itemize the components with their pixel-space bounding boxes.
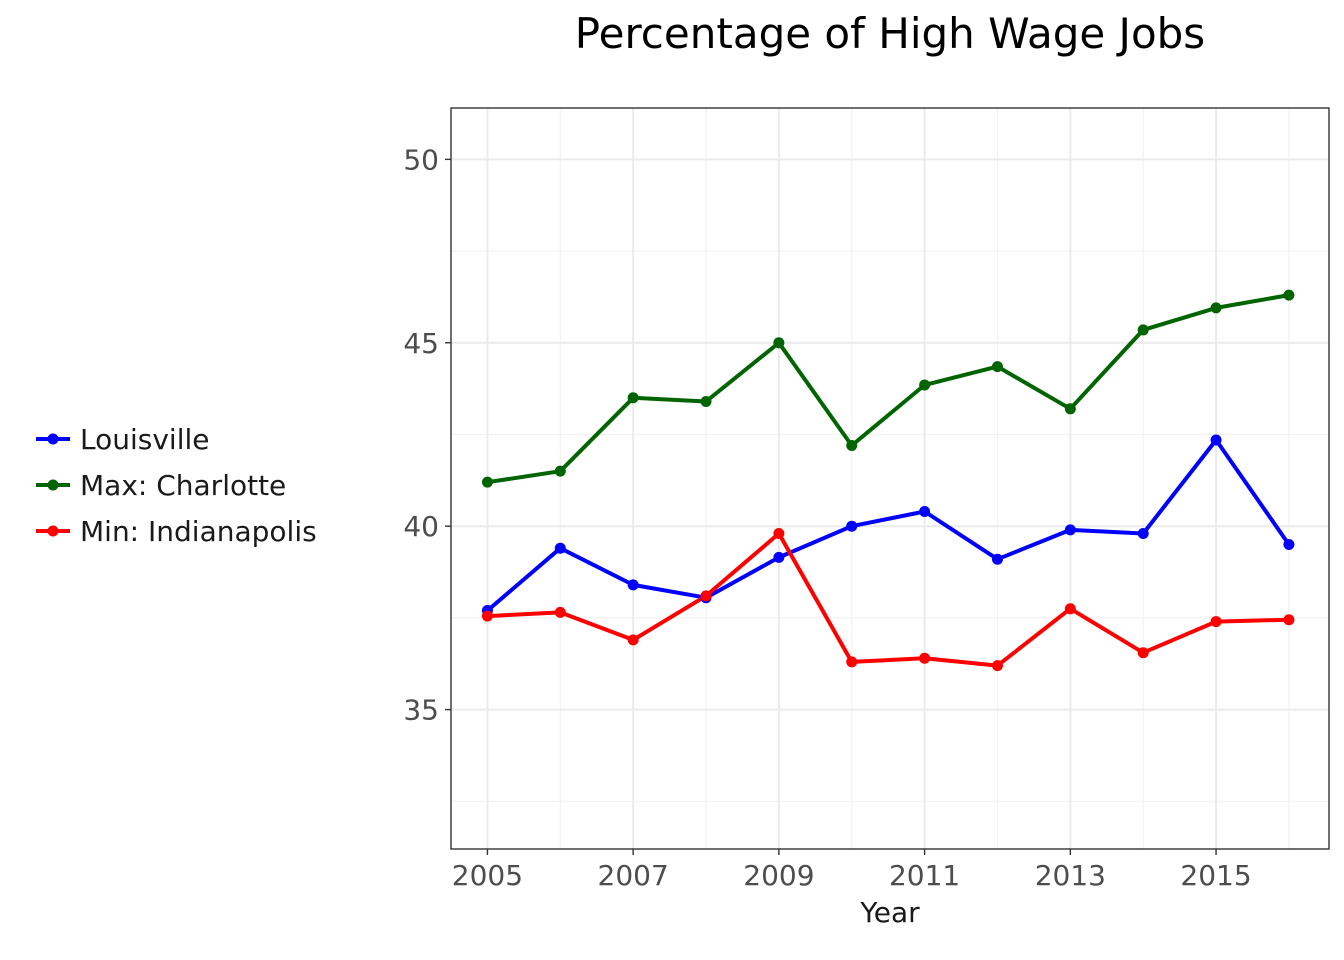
plot-panel [450,107,1330,850]
legend-key-point [47,433,59,445]
data-point-min-indianapolis [627,634,639,646]
data-point-max-charlotte [1064,403,1076,415]
data-point-min-indianapolis [700,590,712,602]
series-points [481,289,1295,672]
x-tick-label: 2011 [889,859,960,892]
data-point-louisville [627,579,639,591]
x-axis: 2005 2007 2009 2011 2013 2015 [452,849,1252,892]
legend-label: Max: Charlotte [80,469,286,502]
legend-label: Min: Indianapolis [80,515,317,548]
x-tick-label: 2015 [1180,859,1251,892]
data-point-min-indianapolis [773,528,785,540]
plot-panel-background [451,108,1329,849]
data-point-max-charlotte [700,395,712,407]
data-point-louisville [1064,524,1076,536]
data-point-louisville [846,520,858,532]
data-point-min-indianapolis [481,610,493,622]
plot-panel-border [450,107,1330,850]
data-point-max-charlotte [1210,302,1222,314]
legend-key-point [47,525,59,537]
series-line-louisville [485,438,1291,613]
series-line-max-charlotte [485,293,1291,485]
data-point-max-charlotte [919,379,931,391]
legend: Louisville Max: Charlotte Min: Indianapoli… [36,423,317,548]
y-tick-label: 35 [403,694,439,727]
data-point-min-indianapolis [919,652,931,664]
x-tick-label: 2009 [743,859,814,892]
data-point-max-charlotte [627,392,639,404]
y-tick-label: 50 [403,143,439,176]
data-point-min-indianapolis [1064,603,1076,615]
data-point-max-charlotte [1137,324,1149,336]
data-point-min-indianapolis [1137,647,1149,659]
legend-key-point [47,479,59,491]
y-tick-label: 40 [403,510,439,543]
data-point-louisville [554,542,566,554]
chart-title: Percentage of High Wage Jobs [575,9,1205,58]
data-point-max-charlotte [1283,289,1295,301]
y-axis: 35 40 45 50 [403,143,451,727]
data-point-min-indianapolis [991,660,1003,672]
data-point-louisville [1210,434,1222,446]
legend-item-min-indianapolis: Min: Indianapolis [36,515,317,548]
data-point-max-charlotte [773,337,785,349]
series-line-min-indianapolis [485,531,1291,668]
data-point-louisville [773,551,785,563]
legend-label: Louisville [80,423,210,456]
x-tick-label: 2005 [452,859,523,892]
data-point-louisville [991,553,1003,565]
data-point-max-charlotte [846,439,858,451]
x-axis-title: Year [859,896,920,929]
data-point-louisville [1137,528,1149,540]
legend-item-louisville: Louisville [36,423,210,456]
legend-item-max-charlotte: Max: Charlotte [36,469,286,502]
data-point-max-charlotte [481,476,493,488]
data-point-min-indianapolis [1210,616,1222,628]
y-tick-label: 45 [403,327,439,360]
data-point-max-charlotte [554,465,566,477]
data-point-louisville [919,506,931,518]
data-point-min-indianapolis [846,656,858,668]
data-point-louisville [1283,539,1295,551]
series-lines [485,293,1291,668]
data-point-min-indianapolis [554,606,566,618]
x-tick-label: 2007 [598,859,669,892]
x-tick-label: 2013 [1035,859,1106,892]
data-point-min-indianapolis [1283,614,1295,626]
data-point-max-charlotte [991,361,1003,373]
